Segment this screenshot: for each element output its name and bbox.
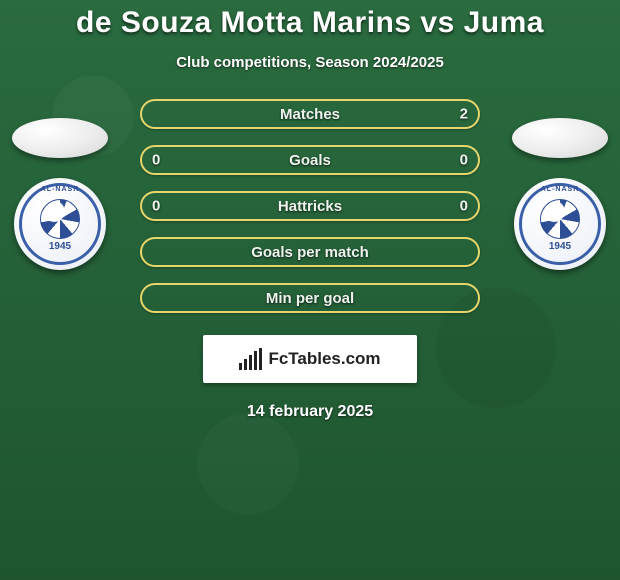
stat-value-left: 0 (152, 198, 160, 215)
page-title: de Souza Motta Marins vs Juma (76, 6, 544, 40)
stat-row-goals: 0 Goals 0 (140, 145, 480, 175)
stat-value-right: 0 (460, 198, 468, 215)
comparison-card: de Souza Motta Marins vs Juma Club compe… (0, 0, 620, 421)
player-avatar-placeholder-right (512, 118, 608, 158)
club-badge-ring (519, 183, 601, 265)
page-subtitle: Club competitions, Season 2024/2025 (176, 54, 444, 71)
player-column-right: AL-NASR 1945 (512, 118, 608, 270)
stat-label: Hattricks (278, 198, 342, 215)
club-name-left: AL-NASR (41, 186, 80, 193)
stat-label: Min per goal (266, 290, 354, 307)
snapshot-date: 14 february 2025 (247, 403, 373, 421)
stat-label: Goals (289, 152, 331, 169)
club-name-right: AL-NASR (541, 186, 580, 193)
stat-value-right: 0 (460, 152, 468, 169)
stat-value-left: 0 (152, 152, 160, 169)
brand-suffix: Tables.com (288, 349, 380, 368)
stat-row-min-per-goal: Min per goal (140, 283, 480, 313)
stats-table: Matches 2 0 Goals 0 0 Hattricks 0 Goals … (140, 99, 480, 313)
brand-text: FcTables.com (268, 349, 380, 369)
club-badge-right: AL-NASR 1945 (514, 178, 606, 270)
stat-row-hattricks: 0 Hattricks 0 (140, 191, 480, 221)
player-column-left: AL-NASR 1945 (12, 118, 108, 270)
stat-row-goals-per-match: Goals per match (140, 237, 480, 267)
stat-label: Goals per match (251, 244, 369, 261)
club-badge-left: AL-NASR 1945 (14, 178, 106, 270)
stat-label: Matches (280, 106, 340, 123)
stat-value-right: 2 (460, 106, 468, 123)
club-badge-ring (19, 183, 101, 265)
bar-chart-icon (239, 348, 262, 370)
source-watermark: FcTables.com (203, 335, 417, 383)
brand-prefix: Fc (268, 349, 288, 368)
stat-row-matches: Matches 2 (140, 99, 480, 129)
player-avatar-placeholder-left (12, 118, 108, 158)
